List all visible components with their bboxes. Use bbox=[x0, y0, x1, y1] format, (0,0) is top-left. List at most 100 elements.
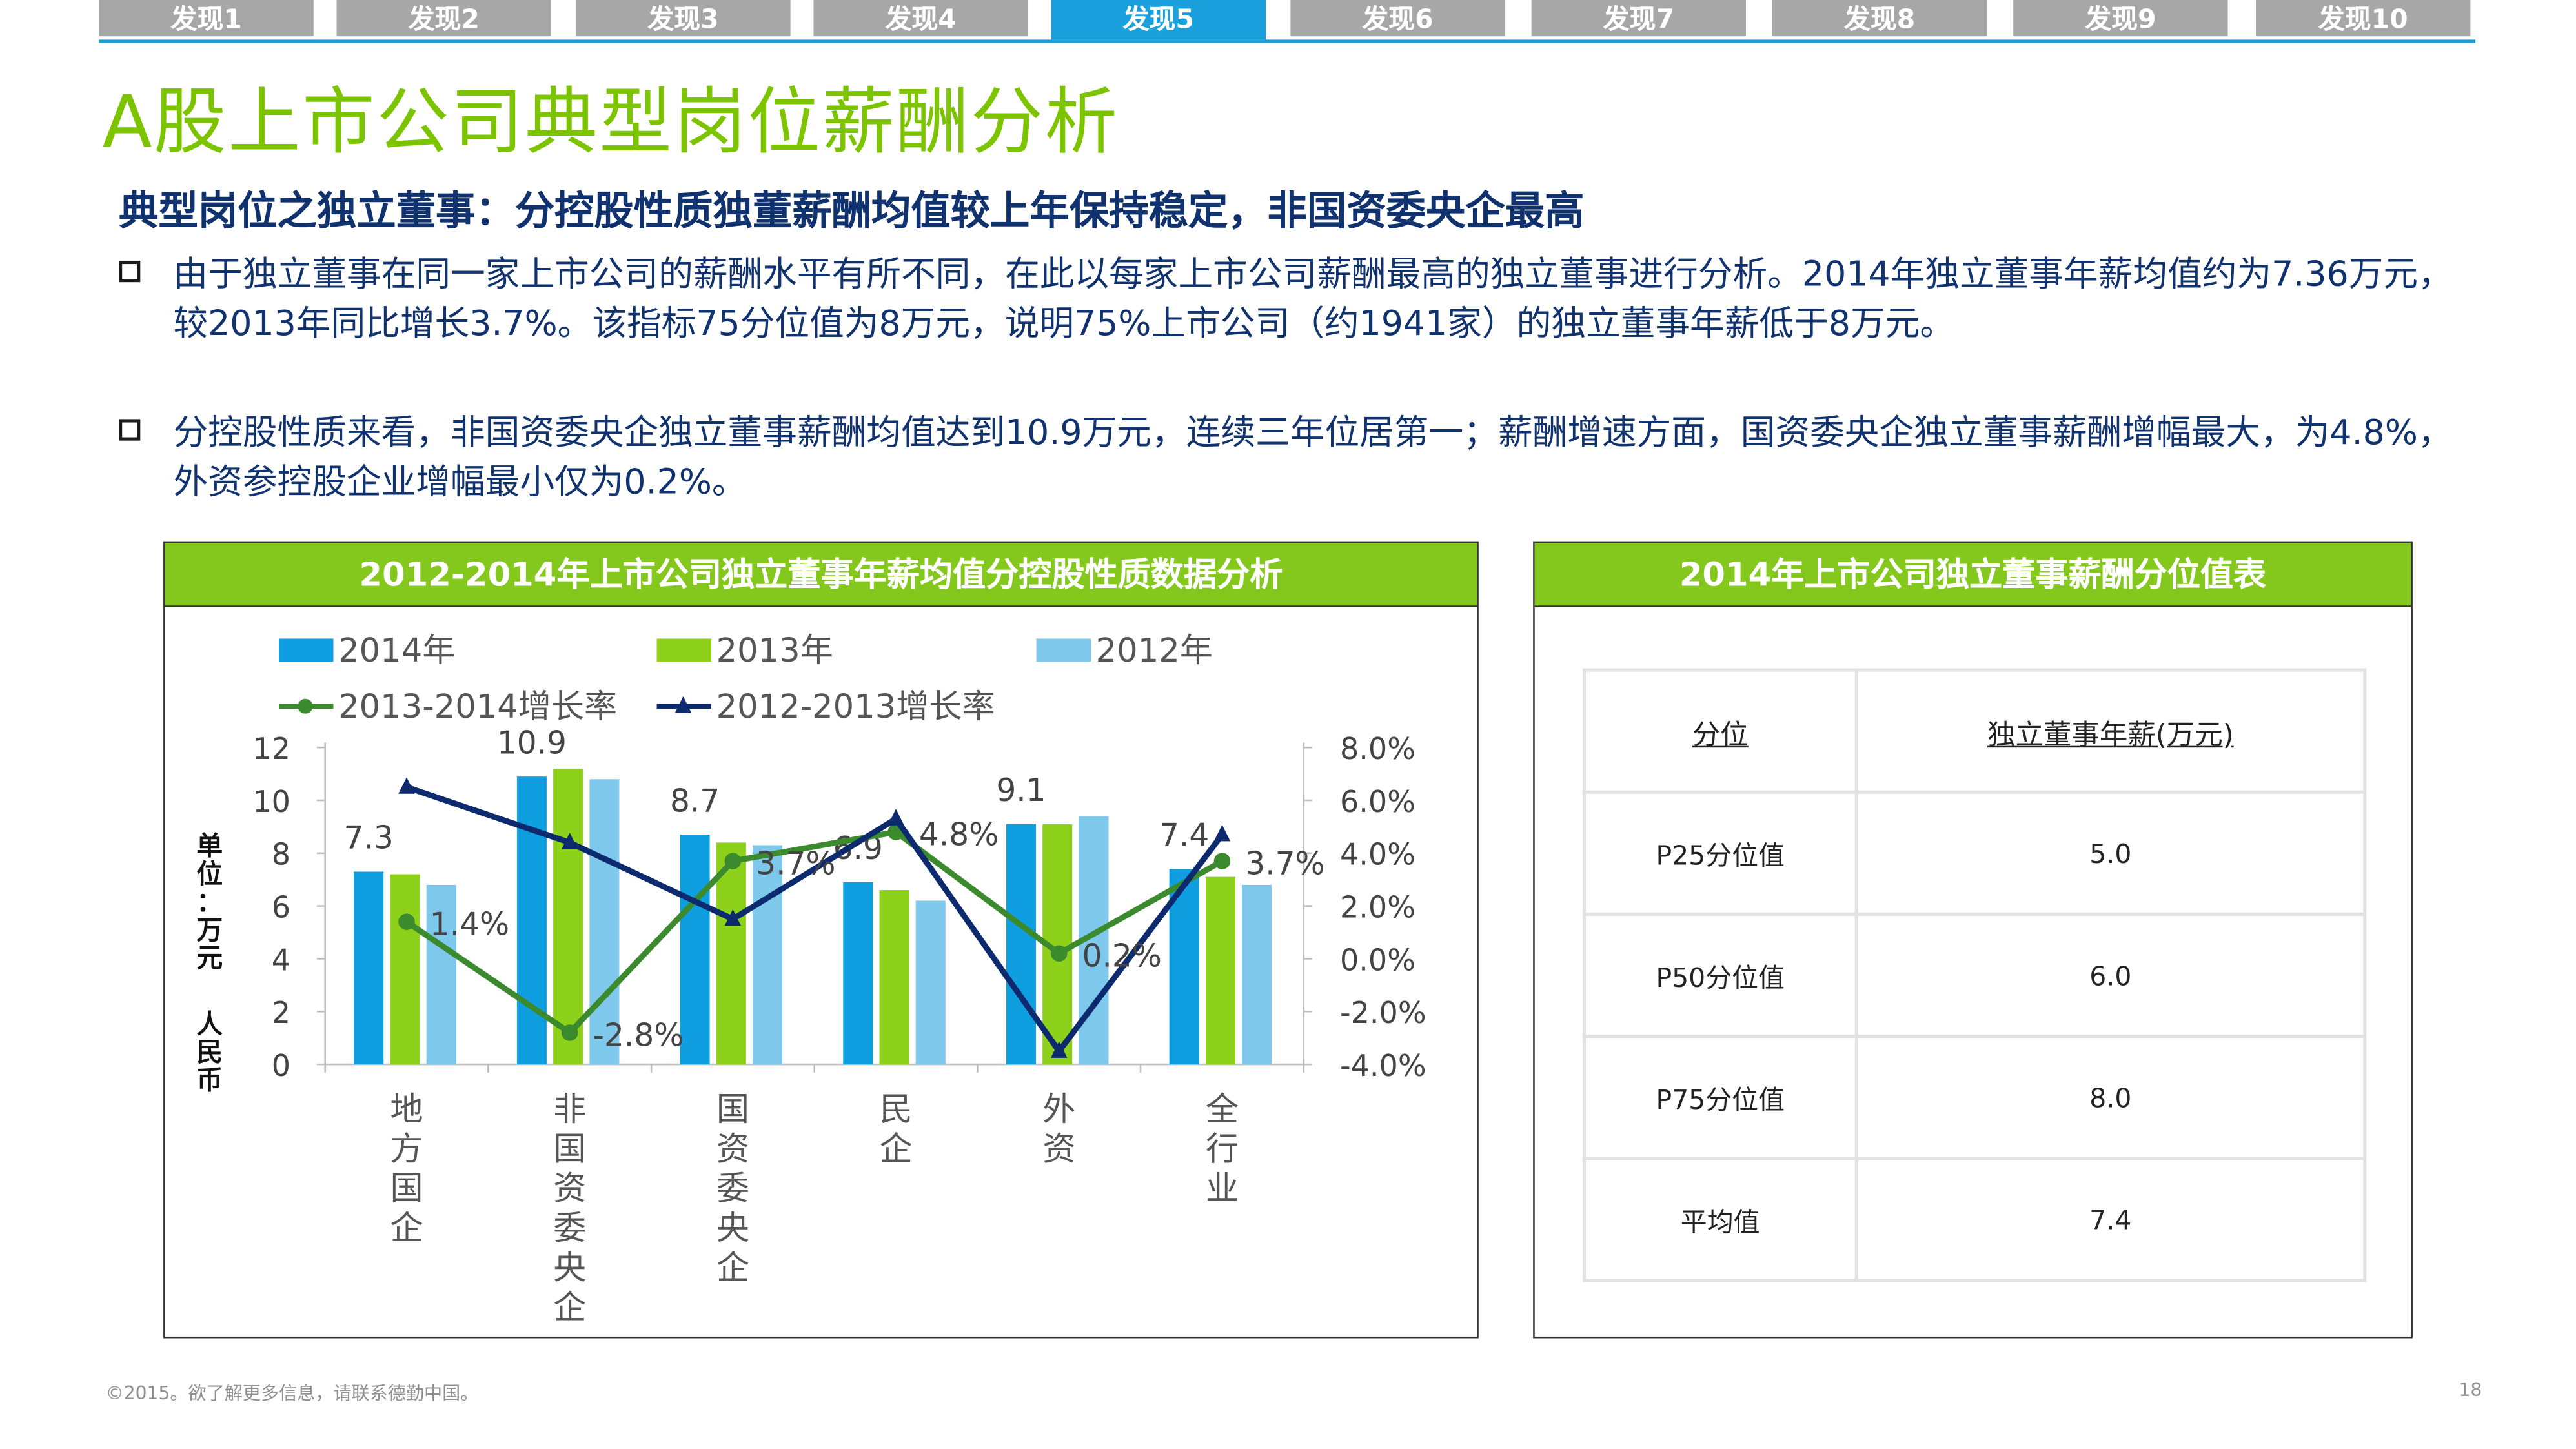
growth-rate-label: 4.8% bbox=[919, 817, 999, 853]
bullet-1-text: 由于独立董事在同一家上市公司的薪酬水平有所不同，在此以每家上市公司薪酬最高的独立… bbox=[173, 254, 2453, 343]
legend-label: 2013-2014增长率 bbox=[338, 688, 617, 726]
tab-finding-8[interactable]: 发现8 bbox=[1772, 0, 1987, 37]
marker-2012-2013增长率 bbox=[724, 909, 742, 926]
table-row: P75分位值 8.0 bbox=[1582, 1035, 2367, 1160]
y-axis-label: 位 bbox=[196, 858, 223, 889]
y-axis-label: 民 bbox=[196, 1037, 223, 1068]
row-label: 平均值 bbox=[1582, 1157, 1858, 1282]
header-quantile: 分位 bbox=[1582, 668, 1858, 794]
marker-2012-2013增长率 bbox=[398, 777, 415, 794]
y-tick-label: 10 bbox=[252, 784, 290, 819]
marker-2012-2013增长率 bbox=[887, 809, 904, 826]
table-row: P50分位值 6.0 bbox=[1582, 912, 2367, 1039]
y-axis-label: 单 bbox=[196, 830, 223, 861]
tab-finding-1[interactable]: 发现1 bbox=[99, 0, 314, 37]
category-label: 民 bbox=[880, 1091, 913, 1129]
legend-marker bbox=[674, 696, 692, 713]
bullet-2-text: 分控股性质来看，非国资委央企独立董事薪酬均值达到10.9万元，连续三年位居第一；… bbox=[173, 412, 2453, 502]
header-salary: 独立董事年薪(万元) bbox=[1854, 668, 2367, 794]
category-label: 方 bbox=[390, 1130, 423, 1168]
bar-2013年 bbox=[879, 890, 909, 1065]
category-label: 行 bbox=[1206, 1130, 1239, 1168]
y-tick-label: 8 bbox=[272, 837, 290, 872]
bar-value-label: 8.7 bbox=[670, 783, 720, 819]
page-title: A股上市公司典型岗位薪酬分析 bbox=[102, 81, 1119, 165]
page-number: 18 bbox=[2459, 1379, 2482, 1401]
marker-2013-2014增长率 bbox=[398, 913, 415, 930]
tab-finding-5[interactable]: 发现5 bbox=[1051, 0, 1266, 40]
bar-value-label: 7.3 bbox=[344, 820, 394, 856]
line-2013-2014增长率 bbox=[405, 829, 1224, 1037]
tab-finding-7[interactable]: 发现7 bbox=[1531, 0, 1746, 37]
marker-2013-2014增长率 bbox=[724, 853, 742, 869]
category-label: 地 bbox=[390, 1091, 423, 1129]
checkbox-bullet-icon bbox=[119, 260, 141, 283]
y2-tick-label: 2.0% bbox=[1340, 890, 1415, 925]
bar-value-label: 7.4 bbox=[1159, 818, 1209, 854]
tab-finding-4[interactable]: 发现4 bbox=[813, 0, 1028, 37]
row-value: 5.0 bbox=[1854, 790, 2367, 916]
quantile-table: 分位 独立董事年薪(万元) P25分位值 5.0 P50分位值 6.0 P75分… bbox=[1582, 668, 2367, 1282]
category-label: 委 bbox=[716, 1170, 749, 1208]
category-label: 资 bbox=[716, 1130, 749, 1168]
bar-2014年 bbox=[680, 835, 710, 1065]
tab-bar: 发现1 发现2 发现3 发现4 发现5 发现6 发现7 发现8 发现9 发现10 bbox=[99, 0, 2476, 43]
tab-finding-3[interactable]: 发现3 bbox=[576, 0, 791, 37]
y-axis-label: 元 bbox=[196, 942, 223, 973]
category-label: 资 bbox=[1042, 1130, 1075, 1168]
marker-2013-2014增长率 bbox=[561, 1024, 578, 1041]
legend-swatch bbox=[1036, 638, 1091, 662]
growth-rate-label: 3.7% bbox=[756, 846, 835, 882]
row-value: 7.4 bbox=[1854, 1157, 2367, 1282]
legend-marker bbox=[298, 698, 313, 714]
legend-swatch bbox=[656, 638, 711, 662]
bar-2013年 bbox=[553, 768, 583, 1065]
y-tick-label: 4 bbox=[272, 942, 290, 977]
table-row: P25分位值 5.0 bbox=[1582, 790, 2367, 916]
legend-swatch bbox=[279, 638, 334, 662]
category-label: 企 bbox=[553, 1289, 586, 1327]
tab-finding-9[interactable]: 发现9 bbox=[2013, 0, 2228, 37]
y-axis-label: 币 bbox=[196, 1064, 223, 1095]
y2-tick-label: 8.0% bbox=[1340, 731, 1415, 766]
bullet-2: 分控股性质来看，非国资委央企独立董事薪酬均值达到10.9万元，连续三年位居第一；… bbox=[119, 408, 2462, 507]
y2-tick-label: -2.0% bbox=[1340, 995, 1426, 1030]
growth-rate-label: 3.7% bbox=[1245, 846, 1324, 882]
y2-tick-label: 0.0% bbox=[1340, 942, 1415, 977]
category-label: 企 bbox=[390, 1210, 423, 1248]
bar-2012年 bbox=[1242, 884, 1272, 1065]
bar-2012年 bbox=[753, 845, 783, 1065]
row-label: P25分位值 bbox=[1582, 790, 1858, 916]
bar-2012年 bbox=[426, 884, 456, 1065]
y2-tick-label: 4.0% bbox=[1340, 837, 1415, 872]
marker-2012-2013增长率 bbox=[561, 833, 578, 849]
category-label: 央 bbox=[553, 1249, 586, 1287]
bar-value-label: 9.1 bbox=[996, 773, 1046, 809]
growth-rate-label: -2.8% bbox=[593, 1017, 684, 1053]
bar-2013年 bbox=[716, 842, 746, 1065]
checkbox-bullet-icon bbox=[119, 419, 141, 441]
tab-finding-6[interactable]: 发现6 bbox=[1290, 0, 1505, 37]
tab-finding-10[interactable]: 发现10 bbox=[2256, 0, 2471, 37]
category-label: 国 bbox=[390, 1170, 423, 1208]
marker-2013-2014增长率 bbox=[1050, 945, 1068, 962]
y-tick-label: 6 bbox=[272, 890, 290, 925]
category-label: 央 bbox=[716, 1210, 749, 1248]
bar-2014年 bbox=[1006, 824, 1036, 1065]
table-panel-title: 2014年上市公司独立董事薪酬分位值表 bbox=[1534, 543, 2411, 607]
row-label: P75分位值 bbox=[1582, 1035, 1858, 1160]
category-label: 资 bbox=[553, 1170, 586, 1208]
row-value: 6.0 bbox=[1854, 912, 2367, 1039]
bar-2012年 bbox=[915, 900, 946, 1065]
marker-2013-2014增长率 bbox=[1213, 853, 1231, 869]
legend-label: 2012年 bbox=[1096, 632, 1213, 670]
bar-2012年 bbox=[589, 779, 620, 1065]
marker-2012-2013增长率 bbox=[1050, 1041, 1068, 1058]
bar-2014年 bbox=[354, 871, 384, 1065]
bar-2013年 bbox=[390, 874, 420, 1065]
tab-finding-2[interactable]: 发现2 bbox=[336, 0, 551, 37]
legend-label: 2012-2013增长率 bbox=[716, 688, 995, 726]
y2-tick-label: -4.0% bbox=[1340, 1048, 1426, 1083]
line-2012-2013增长率 bbox=[405, 784, 1225, 1057]
